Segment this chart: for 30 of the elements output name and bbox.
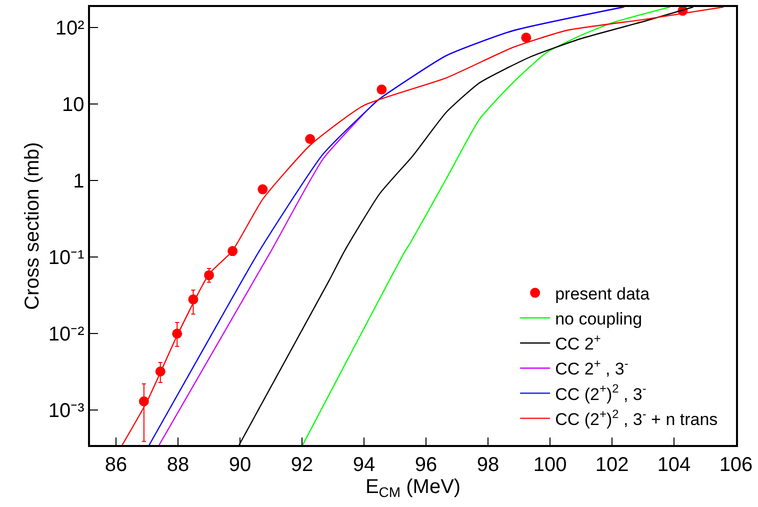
x-tick-label: 102 xyxy=(595,454,629,476)
x-tick-label: 88 xyxy=(166,454,190,476)
x-tick-label: 86 xyxy=(104,454,128,476)
y-tick-label: 10² xyxy=(55,18,85,40)
point xyxy=(305,134,316,144)
legend-label: CC 2$^{+}$ xyxy=(555,331,601,354)
point xyxy=(376,84,387,95)
y-tick-label: 10 xyxy=(62,94,84,116)
y-tick-label: 10⁻¹ xyxy=(48,247,85,270)
legend-label: CC (2$^{+}$)$^{2}$ , 3$^{-}$ + n trans xyxy=(555,406,718,429)
x-tick-label: 100 xyxy=(533,454,567,476)
point xyxy=(521,32,532,43)
legend-label: CC 2$^{+}$ , 3$^{-}$ xyxy=(555,356,628,379)
line-series xyxy=(122,7,724,445)
x-tick-label: 92 xyxy=(290,454,314,476)
y-axis-title: Cross section (mb) xyxy=(21,142,44,310)
x-tick-label: 104 xyxy=(657,454,691,476)
x-tick-label: 98 xyxy=(476,454,500,476)
x-axis-title: E$_{CM}$ (MeV) xyxy=(365,476,461,500)
legend-label: present data xyxy=(555,284,650,304)
y-tick-label: 1 xyxy=(73,170,84,193)
y-tick-label: 10⁻³ xyxy=(48,400,85,422)
x-tick-label: 90 xyxy=(228,454,252,476)
y-tick-label: 10⁻² xyxy=(48,324,85,346)
legend-label: CC (2$^{+}$)$^{2}$ , 3$^{-}$ xyxy=(555,382,646,404)
legend-label: no coupling xyxy=(555,310,642,329)
point xyxy=(258,184,268,194)
x-tick-label: 106 xyxy=(719,454,753,476)
x-tick-label: 96 xyxy=(414,454,438,476)
x-tick-label: 94 xyxy=(352,454,376,476)
